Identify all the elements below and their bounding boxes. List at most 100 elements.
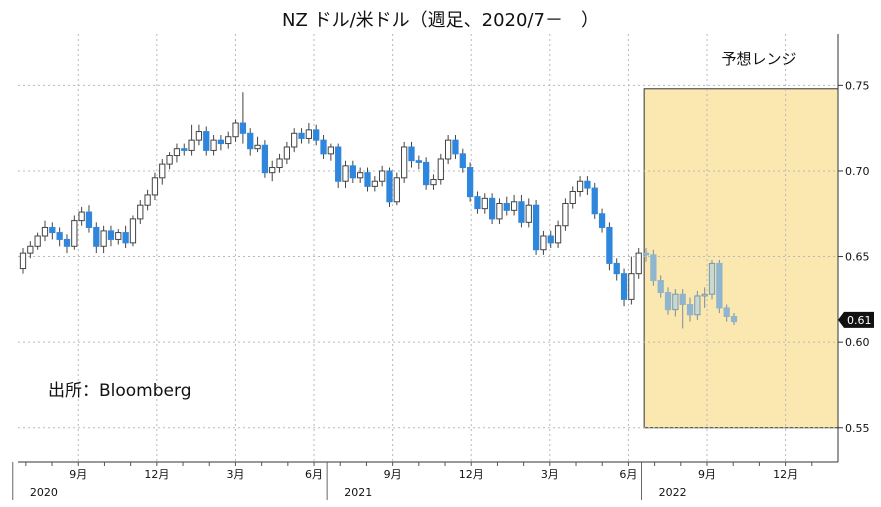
y-tick-label: 0.55: [845, 422, 870, 435]
candle-body-down: [466, 167, 474, 198]
candle-body-down: [239, 122, 247, 134]
x-tick-label: 3月: [541, 468, 559, 481]
candle-body-down: [613, 262, 620, 275]
candle-body-down: [620, 273, 628, 300]
candle-body-up: [144, 194, 151, 206]
candle-body-down: [650, 254, 657, 282]
candle-body-up: [672, 293, 679, 311]
candles-group: [19, 92, 738, 329]
candle-body-up: [27, 245, 34, 254]
candle-body-up: [254, 144, 261, 150]
candle-body-up: [283, 146, 291, 160]
candle-body-up: [305, 129, 313, 139]
chart-title: NZ ドル/米ドル（週足、2020/7－ ）: [282, 10, 599, 31]
candle-body-up: [129, 218, 137, 244]
candle-body-up: [115, 232, 122, 240]
candle-body-down: [415, 160, 422, 163]
candle-body-up: [437, 158, 444, 181]
candle-body-down: [657, 280, 664, 294]
candle-body-up: [635, 252, 642, 275]
candle-body-up: [225, 136, 232, 145]
candle-body-down: [547, 235, 554, 244]
candle-body-up: [554, 225, 562, 244]
candle-body-down: [664, 292, 672, 311]
candle-body-down: [335, 146, 342, 182]
forecast-range-label: 予想レンジ: [722, 50, 797, 68]
candle-body-up: [481, 197, 488, 210]
candle-body-down: [642, 252, 650, 256]
candle-body-up: [34, 235, 41, 247]
candle-body-down: [408, 146, 415, 162]
candle-body-down: [122, 232, 129, 244]
x-tick-label: 9月: [698, 468, 716, 481]
candle-body-down: [606, 226, 613, 264]
candle-body-down: [203, 131, 210, 151]
candle-body-up: [496, 202, 503, 220]
x-tick-label: 12月: [459, 468, 484, 481]
candle-body-down: [217, 139, 225, 145]
candle-body-down: [591, 187, 598, 215]
candle-body-up: [41, 226, 49, 237]
candle-body-up: [708, 262, 716, 295]
x-tick-label: 6月: [305, 468, 323, 481]
candle-body-up: [576, 180, 584, 193]
y-tick-label: 0.60: [845, 336, 870, 349]
candle-body-up: [276, 158, 283, 169]
candle-body-down: [364, 172, 371, 187]
x-tick-label: 6月: [619, 468, 637, 481]
candle-body-down: [261, 144, 269, 174]
candle-body-down: [730, 315, 738, 323]
candle-body-down: [247, 132, 254, 150]
candle-body-up: [173, 148, 181, 157]
candle-body-down: [459, 153, 466, 169]
candle-body-up: [342, 165, 349, 182]
x-tick-label: 12月: [144, 468, 169, 481]
candle-body-up: [195, 131, 203, 141]
candle-body-down: [716, 262, 723, 309]
source-note: 出所：Bloomberg: [48, 381, 192, 401]
candle-body-down: [518, 201, 525, 223]
candle-body-up: [357, 172, 364, 179]
candle-body-up: [430, 179, 437, 186]
candle-body-down: [49, 226, 56, 234]
candle-body-up: [19, 252, 27, 270]
y-tick-label: 0.70: [845, 165, 870, 178]
candle-body-up: [525, 204, 532, 223]
candle-body-up: [327, 146, 334, 155]
candle-body-down: [503, 202, 510, 211]
candle-body-down: [679, 293, 686, 305]
candle-body-up: [510, 201, 518, 211]
candle-body-down: [584, 180, 591, 189]
candle-body-up: [188, 139, 195, 151]
candle-body-up: [269, 167, 276, 174]
candle-body-up: [166, 155, 173, 165]
candle-body-down: [313, 129, 320, 141]
candle-body-down: [423, 161, 430, 186]
x-year-label: 2020: [30, 486, 58, 499]
x-tick-label: 12月: [773, 468, 798, 481]
candle-body-up: [100, 230, 107, 247]
candle-body-down: [63, 238, 71, 247]
candle-body-down: [349, 165, 356, 179]
candle-body-down: [488, 197, 496, 220]
x-year-label: 2021: [344, 486, 372, 499]
candle-body-up: [401, 146, 408, 179]
candle-body-up: [444, 139, 452, 160]
candle-body-up: [71, 220, 78, 247]
x-tick-label: 9月: [384, 468, 402, 481]
candle-body-down: [474, 196, 481, 210]
candle-body-down: [598, 213, 606, 228]
candle-body-up: [379, 170, 386, 182]
candle-body-up: [540, 235, 547, 251]
x-tick-label: 9月: [69, 468, 87, 481]
candle-body-up: [569, 191, 576, 204]
forecast-range-box: [643, 88, 839, 429]
candle-body-up: [159, 163, 166, 179]
candle-body-down: [85, 211, 93, 228]
candle-body-up: [291, 132, 298, 148]
candle-body-up: [628, 273, 635, 300]
candle-body-down: [298, 132, 305, 139]
y-tick-label: 0.65: [845, 251, 870, 264]
candle-body-up: [371, 180, 378, 187]
